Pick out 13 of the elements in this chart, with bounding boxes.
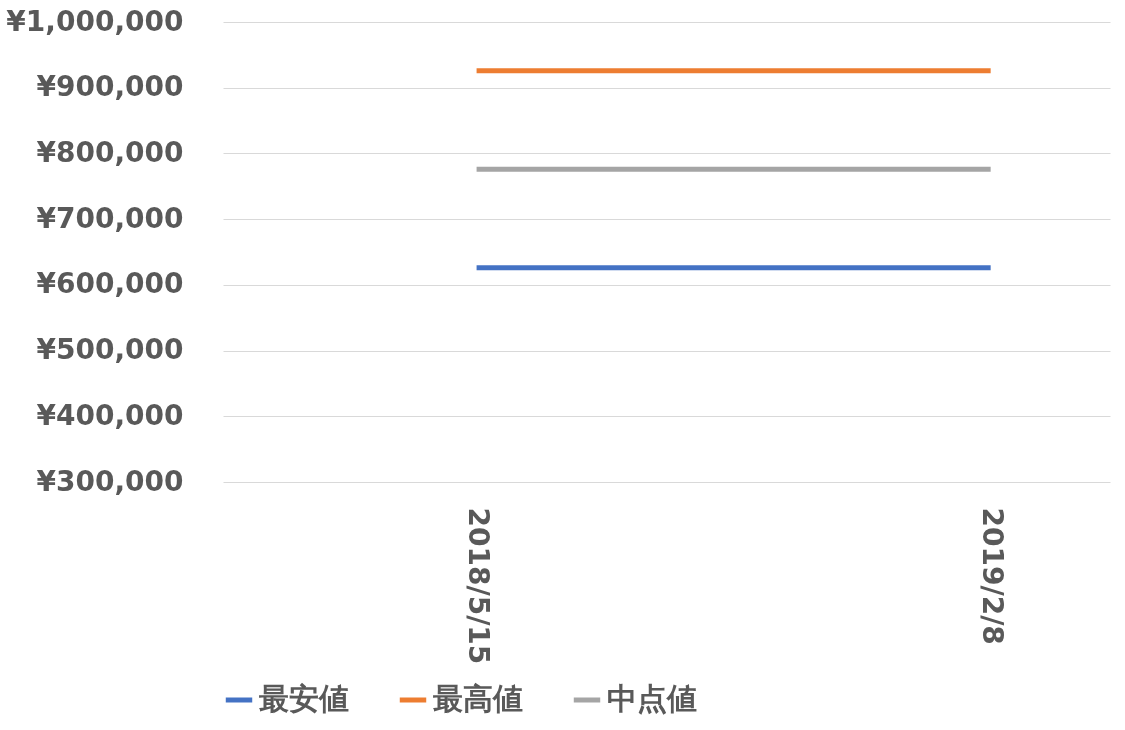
y-tick-label: ¥800,000 (36, 135, 184, 169)
y-tick-label: ¥1,000,000 (6, 4, 184, 38)
x-tick-label: 2018/5/15 (462, 507, 496, 665)
y-tick-label: ¥700,000 (36, 201, 184, 235)
y-tick-label: ¥600,000 (36, 267, 184, 301)
legend-label: 中点値 (607, 681, 697, 716)
legend-label: 最安値 (259, 681, 349, 716)
y-tick-label: ¥300,000 (36, 464, 184, 498)
x-tick-label: 2019/2/8 (976, 507, 1010, 645)
y-tick-label: ¥400,000 (36, 398, 184, 432)
legend-label: 最高値 (433, 681, 523, 716)
y-tick-label: ¥500,000 (36, 333, 184, 367)
y-tick-label: ¥900,000 (36, 70, 184, 104)
